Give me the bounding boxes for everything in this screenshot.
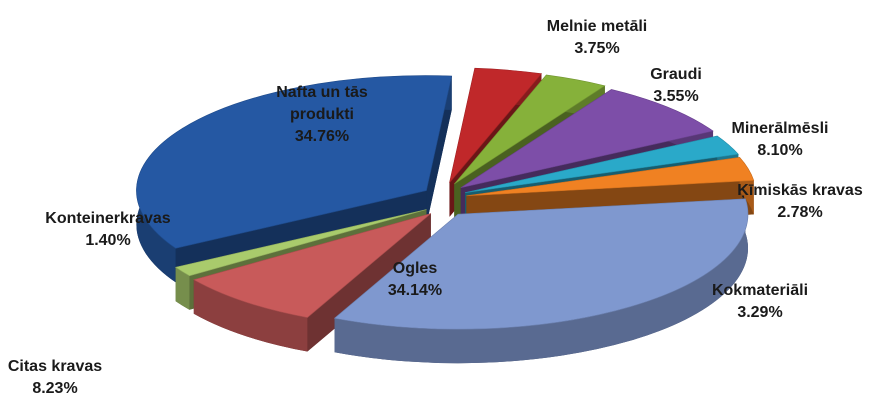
value-label: 8.10% — [757, 142, 803, 159]
category-label: Graudi — [650, 66, 702, 83]
slice-top — [464, 135, 739, 193]
slice-label: Ķīmiskās kravas 2.78% — [710, 180, 890, 224]
category-label: Melnie metāli — [546, 18, 648, 35]
slice-wall — [334, 198, 749, 364]
value-label: 2.78% — [777, 204, 823, 221]
slice-label: Ogles 34.14% — [365, 258, 465, 302]
pie-slice — [333, 198, 749, 364]
slice-label: Citas kravas 8.23% — [0, 356, 110, 400]
slice-top — [454, 74, 606, 185]
slice-top — [136, 75, 453, 249]
value-label: 1.40% — [85, 232, 131, 249]
slice-label: Nafta un tās produkti 34.76% — [252, 82, 392, 148]
value-label: 34.14% — [387, 282, 443, 299]
slice-top — [174, 209, 427, 277]
value-label: 3.29% — [737, 304, 783, 321]
slice-wall — [193, 279, 308, 352]
category-label: Ķīmiskās kravas — [737, 182, 863, 199]
pie-slice — [136, 75, 453, 283]
slice-top — [466, 157, 755, 197]
category-label: Nafta un tās produkti — [276, 84, 368, 123]
category-label: Kokmateriāli — [711, 282, 809, 299]
category-label: Minerālmēsli — [731, 120, 829, 137]
category-label: Citas kravas — [7, 358, 103, 375]
value-label: 34.76% — [294, 128, 350, 145]
value-label: 8.23% — [32, 380, 78, 397]
value-label: 3.55% — [653, 88, 699, 105]
slice-label: Kokmateriāli 3.29% — [685, 280, 835, 324]
slice-label: Konteinerkravas 1.40% — [23, 208, 193, 252]
slice-top — [449, 67, 543, 183]
slice-label: Melnie metāli 3.75% — [517, 16, 677, 60]
slice-wall — [175, 267, 190, 310]
category-label: Konteinerkravas — [45, 210, 171, 227]
slice-edge — [426, 75, 452, 225]
value-label: 3.75% — [574, 40, 620, 57]
slice-top — [333, 198, 749, 330]
slice-label: Minerālmēsli 8.10% — [710, 118, 850, 162]
category-label: Ogles — [392, 260, 438, 277]
slice-label: Graudi 3.55% — [631, 64, 721, 108]
slice-top — [193, 213, 432, 318]
slice-top — [460, 89, 714, 189]
